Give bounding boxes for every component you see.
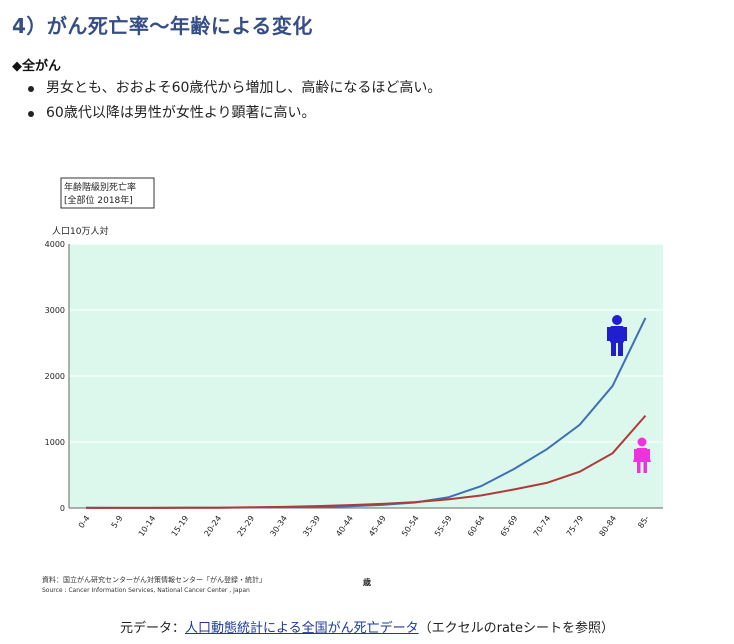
footer-suffix: （エクセルのrateシートを参照） (418, 621, 615, 636)
footer-source-note: 元データ：人口動態統計による全国がん死亡データ（エクセルのrateシートを参照） (0, 617, 734, 636)
x-tick-label: 0-4 (77, 514, 92, 530)
footer-prefix: 元データ： (119, 621, 185, 636)
y-tick-label: 2000 (45, 372, 65, 381)
x-tick-label: 70-74 (532, 514, 553, 538)
y-tick-label: 3000 (45, 306, 65, 315)
section-subheading: ◆全がん (12, 59, 61, 74)
x-tick-label: 40-44 (334, 514, 355, 538)
chart-title-line-1: 年齢階級別死亡率 (64, 181, 136, 193)
x-tick-label: 60-64 (466, 514, 487, 538)
source-data-link[interactable]: 人口動態統計による全国がん死亡データ (184, 621, 419, 636)
y-axis-label: 人口10万人対 (52, 225, 108, 237)
y-tick-label: 0 (60, 504, 65, 513)
y-tick-label: 1000 (45, 438, 65, 447)
chart-title-box: 年齢階級別死亡率 [全部位 2018年] (60, 177, 155, 209)
bullet-list: 男女とも、おおよそ60歳代から増加し、高齢になるほど高い。 60歳代以降は男性が… (27, 76, 441, 126)
x-tick-label: 85- (636, 514, 651, 530)
x-axis-label: 歳 (363, 577, 371, 587)
x-tick-label: 10-14 (137, 514, 158, 538)
mortality-chart: 年齢階級別死亡率 [全部位 2018年] 人口10万人対 0 1000 2000 30… (42, 177, 663, 594)
page-heading: 4）がん死亡率～年齢による変化 (12, 14, 313, 38)
source-line-en: Source : Cancer Information Services, Na… (42, 587, 250, 594)
x-axis-ticks: 0-4 5-9 10-14 15-19 20-24 25-29 30-34 35-39 40-4… (77, 514, 651, 538)
x-tick-label: 25-29 (235, 514, 256, 538)
x-tick-label: 15-19 (170, 514, 191, 538)
female-figure-icon (633, 437, 651, 473)
x-tick-label: 55-59 (433, 514, 454, 538)
x-tick-label: 50-54 (400, 514, 421, 538)
x-tick-label: 45-49 (367, 514, 388, 538)
bullet-item: 男女とも、おおよそ60歳代から増加し、高齢になるほど高い。 (27, 76, 441, 101)
x-tick-label: 20-24 (203, 514, 224, 538)
bullet-item: 60歳代以降は男性が女性より顕著に高い。 (27, 101, 441, 126)
grid-lines (68, 243, 663, 509)
x-tick-label: 35-39 (301, 514, 322, 538)
x-tick-label: 30-34 (268, 514, 289, 538)
x-tick-label: 5-9 (110, 514, 125, 530)
y-tick-label: 4000 (45, 240, 65, 249)
male-figure-icon (607, 315, 627, 356)
source-line-ja: 資料：国立がん研究センターがん対策情報センター「がん登録・統計」 (42, 575, 266, 584)
series-line-female (86, 414, 647, 509)
chart-title-line-2: [全部位 2018年] (64, 194, 133, 206)
series-lines (85, 317, 647, 509)
x-tick-label: 65-69 (499, 514, 520, 538)
y-axis-ticks: 0 1000 2000 3000 4000 (45, 240, 65, 513)
x-tick-label: 80-84 (597, 514, 618, 538)
x-tick-label: 75-79 (565, 514, 586, 538)
